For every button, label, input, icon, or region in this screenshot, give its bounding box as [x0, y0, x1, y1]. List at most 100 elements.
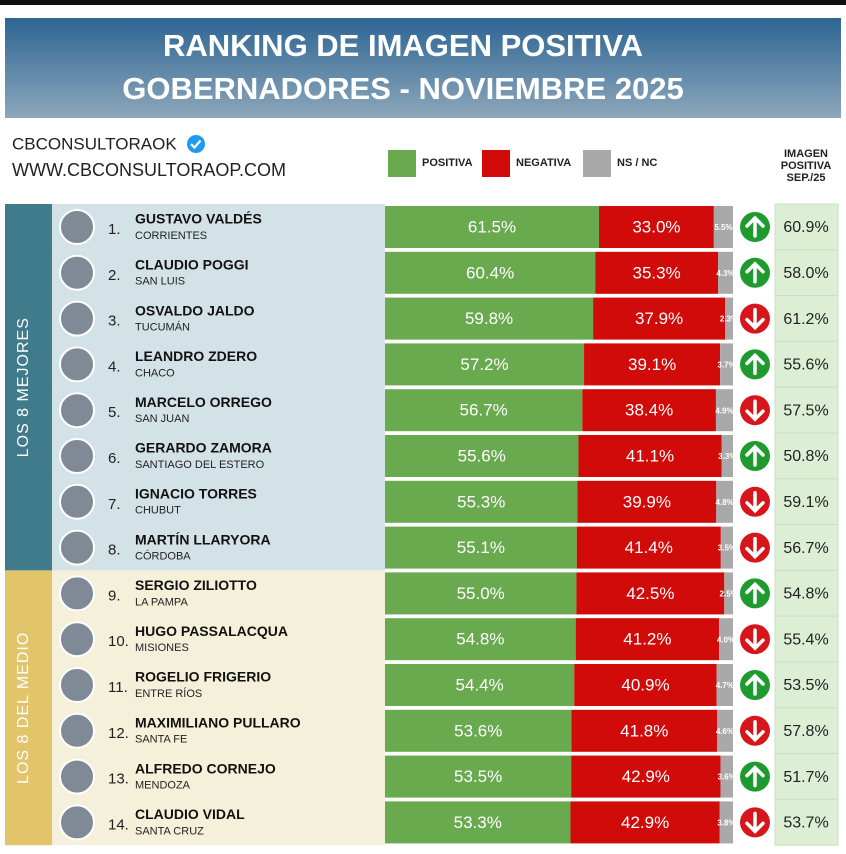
- title-line: RANKING DE IMAGEN POSITIVA: [163, 28, 643, 63]
- bar-label: 55.3%: [457, 492, 505, 511]
- legend-swatch: [583, 150, 611, 177]
- bar-label: 61.5%: [468, 217, 516, 236]
- bar-label: 41.8%: [620, 721, 668, 740]
- bar-segment: [575, 618, 720, 661]
- bar-segment: [716, 480, 733, 523]
- trend-arrow: [745, 536, 765, 560]
- trend-arrow: [745, 720, 765, 743]
- previous-box: [774, 249, 839, 297]
- title-line: GOBERNADORES - NOVIEMBRE 2025: [122, 71, 684, 106]
- bar-segment: [716, 664, 733, 706]
- trend-arrow: [745, 581, 765, 605]
- bar-label: 3.3%: [718, 452, 736, 461]
- row-background: [52, 616, 385, 662]
- rank: 2.: [108, 267, 121, 284]
- bar-segment: [593, 297, 725, 340]
- legend-label: POSITIVA: [422, 157, 473, 169]
- previous-value: 54.8%: [783, 586, 828, 603]
- bar-segment: [570, 801, 720, 844]
- bar-segment: [385, 572, 577, 615]
- previous-value: 53.5%: [783, 677, 828, 694]
- bar-segment: [385, 480, 578, 523]
- trend-arrow: [745, 307, 765, 331]
- province: CÓRDOBA: [135, 550, 191, 563]
- name: MARCELO ORREGO: [135, 394, 272, 410]
- province: MISIONES: [135, 642, 189, 654]
- bar-label: 42.5%: [626, 584, 674, 603]
- rank: 6.: [108, 450, 121, 467]
- bar-segment: [721, 435, 733, 477]
- bar-label: 33.0%: [632, 217, 680, 236]
- photo: [59, 300, 95, 337]
- previous-header: POSITIVA: [781, 160, 832, 172]
- bar-segment: [577, 480, 717, 523]
- previous-header: SEP./25: [787, 172, 826, 184]
- previous-box: [774, 569, 839, 617]
- previous-value: 55.4%: [783, 631, 828, 648]
- bar-label: 56.7%: [460, 401, 508, 420]
- rank: 4.: [108, 358, 121, 375]
- bar-label: 3.6%: [718, 773, 736, 782]
- name: ROGELIO FRIGERIO: [135, 669, 271, 685]
- previous-box: [774, 432, 839, 480]
- row-background: [52, 753, 385, 800]
- bar-label: 37.9%: [635, 309, 683, 328]
- photo: [59, 575, 95, 612]
- previous-value: 56.7%: [783, 540, 828, 557]
- name: GERARDO ZAMORA: [135, 440, 272, 456]
- province: SANTA CRUZ: [135, 825, 204, 837]
- bar-label: 55.0%: [457, 584, 505, 603]
- row-background: [52, 204, 385, 250]
- bar-label: 54.4%: [456, 675, 504, 694]
- trend-arrow: [745, 765, 765, 788]
- bar-segment: [578, 435, 722, 477]
- bar-segment: [719, 801, 733, 844]
- previous-value: 60.9%: [783, 219, 828, 236]
- name: LEANDRO ZDERO: [135, 348, 257, 364]
- name: SERGIO ZILIOTTO: [135, 577, 257, 593]
- bar-label: 3.8%: [717, 819, 735, 828]
- rank: 7.: [108, 496, 121, 513]
- name: MAXIMILIANO PULLARO: [135, 715, 301, 731]
- province: CHACO: [135, 367, 175, 379]
- previous-box: [774, 295, 839, 342]
- bar-label: 4.7%: [716, 681, 734, 690]
- rank: 10.: [108, 633, 129, 650]
- bar-segment: [599, 206, 714, 248]
- bar-label: 40.9%: [621, 675, 669, 694]
- bar-segment: [713, 206, 733, 248]
- bar-label: 59.8%: [465, 309, 513, 328]
- row-background: [52, 799, 385, 846]
- bar-segment: [720, 343, 733, 386]
- bar-segment: [576, 526, 721, 569]
- photo: [59, 483, 95, 520]
- group-label: LOS 8 MEJORES: [15, 317, 32, 457]
- website: WWW.CBCONSULTORAOP.COM: [12, 160, 286, 180]
- previous-value: 51.7%: [783, 769, 828, 786]
- trend-arrow: [745, 352, 765, 376]
- bar-segment: [574, 664, 717, 706]
- previous-box: [774, 661, 839, 709]
- row-background: [52, 662, 385, 708]
- row-background: [52, 478, 385, 525]
- trend-arrow: [745, 673, 765, 696]
- bar-label: 3.5%: [718, 544, 736, 553]
- bar-segment: [385, 526, 577, 569]
- trend-arrow: [745, 399, 765, 422]
- previous-box: [774, 386, 839, 434]
- previous-value: 53.7%: [783, 815, 828, 832]
- province: MENDOZA: [135, 780, 191, 792]
- bar-label: 53.5%: [454, 767, 502, 786]
- bar-label: 4.6%: [716, 727, 734, 736]
- bar-label: 41.1%: [626, 446, 674, 465]
- group-label: LOS 8 DEL MEDIO: [15, 632, 32, 784]
- previous-value: 57.8%: [783, 723, 828, 740]
- province: SANTIAGO DEL ESTERO: [135, 459, 265, 471]
- previous-box: [774, 203, 839, 251]
- bar-segment: [385, 343, 585, 386]
- bar-segment: [385, 801, 571, 844]
- bar-segment: [385, 755, 572, 798]
- rank: 11.: [108, 679, 128, 696]
- name: CLAUDIO VIDAL: [135, 806, 245, 822]
- bar-label: 35.3%: [633, 263, 681, 282]
